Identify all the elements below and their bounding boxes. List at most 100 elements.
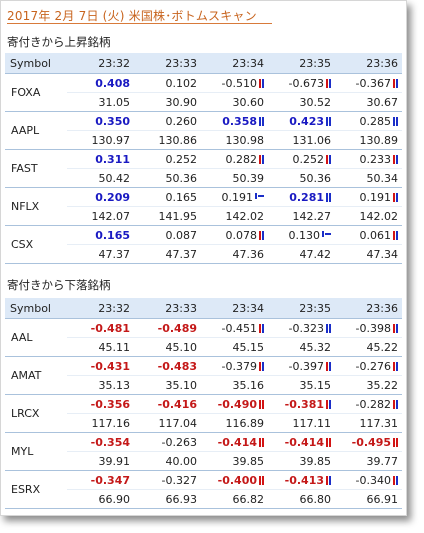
symbol-cell[interactable]: AAL bbox=[5, 318, 67, 357]
up-bar-icon bbox=[326, 116, 328, 126]
table-row[interactable]: AMAT -0.431 -0.483 -0.379 -0.397 -0.276 bbox=[5, 356, 402, 395]
trend-bars-icon bbox=[325, 116, 331, 127]
change-value: -0.327 bbox=[161, 473, 197, 487]
change-cell: -0.327 bbox=[134, 470, 201, 490]
trend-bars-icon bbox=[325, 192, 331, 203]
symbol-cell[interactable]: CSX bbox=[5, 225, 67, 264]
change-cell: -0.400 bbox=[201, 470, 268, 490]
table-row[interactable]: FAST 0.311 0.252 0.282 0.252 0.233 bbox=[5, 149, 402, 188]
change-value: 0.350 bbox=[95, 114, 130, 128]
price-row: 39.91 40.00 39.85 39.85 39.77 bbox=[5, 451, 402, 471]
change-cell: -0.354 bbox=[67, 432, 134, 452]
table-row[interactable]: FOXA 0.408 0.102 -0.510 -0.673 -0.367 bbox=[5, 73, 402, 112]
trend-bars-icon bbox=[325, 437, 331, 448]
table-row[interactable]: LRCX -0.356 -0.416 -0.490 -0.381 -0.282 bbox=[5, 394, 402, 433]
change-value: 0.408 bbox=[95, 76, 130, 90]
trend-bars-icon bbox=[325, 78, 331, 89]
down-bar-icon bbox=[393, 361, 395, 371]
change-value: 0.252 bbox=[165, 152, 198, 166]
change-value: 0.165 bbox=[95, 228, 130, 242]
trend-bars-icon bbox=[258, 475, 264, 486]
up-bar-icon bbox=[329, 399, 331, 409]
price-cell: 47.37 bbox=[134, 244, 201, 264]
up-bar-icon bbox=[326, 192, 328, 202]
scan-panel: 2017年 2月 7日 (火) 米国株･ボトムスキャン 寄付きから上昇銘柄 Sy… bbox=[0, 0, 407, 516]
symbol-cell[interactable]: LRCX bbox=[5, 394, 67, 433]
price-cell: 40.00 bbox=[134, 451, 201, 471]
up-bar-icon bbox=[262, 323, 264, 333]
symbol-cell[interactable]: ESRX bbox=[5, 470, 67, 509]
symbol-cell[interactable]: AAPL bbox=[5, 111, 67, 150]
price-cell: 35.15 bbox=[268, 375, 335, 395]
price-cell: 117.16 bbox=[67, 413, 134, 433]
change-cell: -0.356 bbox=[67, 394, 134, 414]
column-header-time: 23:33 bbox=[134, 298, 201, 319]
price-cell: 142.27 bbox=[268, 206, 335, 226]
up-bar-icon bbox=[262, 361, 264, 371]
price-cell: 31.05 bbox=[67, 92, 134, 112]
table-row[interactable]: ESRX -0.347 -0.327 -0.400 -0.413 -0.340 bbox=[5, 470, 402, 509]
column-header-time: 23:35 bbox=[268, 298, 335, 319]
change-cell: 0.130 bbox=[268, 225, 335, 245]
down-bar-icon bbox=[262, 399, 264, 409]
change-value: -0.673 bbox=[288, 76, 324, 90]
change-cell: -0.340 bbox=[335, 470, 402, 490]
change-cell: -0.367 bbox=[335, 73, 402, 93]
symbol-cell[interactable]: FAST bbox=[5, 149, 67, 188]
down-bar-icon bbox=[259, 230, 261, 240]
down-bar-icon bbox=[259, 323, 261, 333]
change-value: 0.285 bbox=[359, 114, 392, 128]
table-row[interactable]: AAL -0.481 -0.489 -0.451 -0.323 -0.398 bbox=[5, 318, 402, 357]
price-cell: 66.82 bbox=[201, 489, 268, 509]
change-value: -0.323 bbox=[288, 321, 324, 335]
change-value: -0.263 bbox=[161, 435, 197, 449]
change-cell: -0.495 bbox=[335, 432, 402, 452]
symbol-cell[interactable]: MYL bbox=[5, 432, 67, 471]
change-cell: -0.276 bbox=[335, 356, 402, 376]
symbol-cell[interactable]: AMAT bbox=[5, 356, 67, 395]
price-cell: 130.98 bbox=[201, 130, 268, 150]
symbol-cell[interactable]: NFLX bbox=[5, 187, 67, 226]
change-value: -0.381 bbox=[284, 397, 324, 411]
price-cell: 30.67 bbox=[335, 92, 402, 112]
trend-bars-icon bbox=[392, 116, 398, 127]
symbol-cell[interactable]: FOXA bbox=[5, 73, 67, 112]
change-value: 0.061 bbox=[359, 228, 392, 242]
price-cell: 39.85 bbox=[268, 451, 335, 471]
down-bar-icon bbox=[393, 323, 395, 333]
column-header-symbol: Symbol bbox=[5, 53, 67, 74]
change-cell: -0.413 bbox=[268, 470, 335, 490]
price-row: 117.16 117.04 116.89 117.11 117.31 bbox=[5, 413, 402, 433]
up-bar-icon bbox=[329, 192, 331, 202]
change-cell: 0.233 bbox=[335, 149, 402, 169]
change-value: 0.078 bbox=[225, 228, 258, 242]
table-row[interactable]: AAPL 0.350 0.260 0.358 0.423 0.285 bbox=[5, 111, 402, 150]
table-row[interactable]: MYL -0.354 -0.263 -0.414 -0.414 -0.495 bbox=[5, 432, 402, 471]
trend-bars-icon bbox=[258, 154, 264, 165]
price-cell: 47.36 bbox=[201, 244, 268, 264]
up-bar-icon bbox=[258, 194, 264, 197]
price-cell: 39.77 bbox=[335, 451, 402, 471]
table-row[interactable]: CSX 0.165 0.087 0.078 0.130 0.061 bbox=[5, 225, 402, 264]
column-header-time: 23:32 bbox=[67, 298, 134, 319]
change-cell: -0.416 bbox=[134, 394, 201, 414]
trend-bars-icon bbox=[392, 323, 398, 334]
up-bar-icon bbox=[396, 361, 398, 371]
price-cell: 45.11 bbox=[67, 337, 134, 357]
change-value: 0.130 bbox=[288, 228, 321, 242]
price-row: 142.07 141.95 142.02 142.27 142.02 bbox=[5, 206, 402, 226]
title-underline bbox=[7, 23, 272, 24]
price-cell: 30.52 bbox=[268, 92, 335, 112]
change-value: -0.354 bbox=[90, 435, 130, 449]
up-bar-icon bbox=[329, 154, 331, 164]
price-cell: 39.85 bbox=[201, 451, 268, 471]
down-bar-icon bbox=[396, 437, 398, 447]
down-bar-icon bbox=[259, 437, 261, 447]
table-row[interactable]: NFLX 0.209 0.165 0.191 0.281 0.191 bbox=[5, 187, 402, 226]
down-bar-icon bbox=[259, 361, 261, 371]
up-bar-icon bbox=[255, 192, 257, 199]
column-header-time: 23:34 bbox=[201, 53, 268, 74]
trend-bars-icon bbox=[258, 323, 264, 334]
down-bar-icon bbox=[259, 78, 261, 88]
change-value: -0.397 bbox=[288, 359, 324, 373]
